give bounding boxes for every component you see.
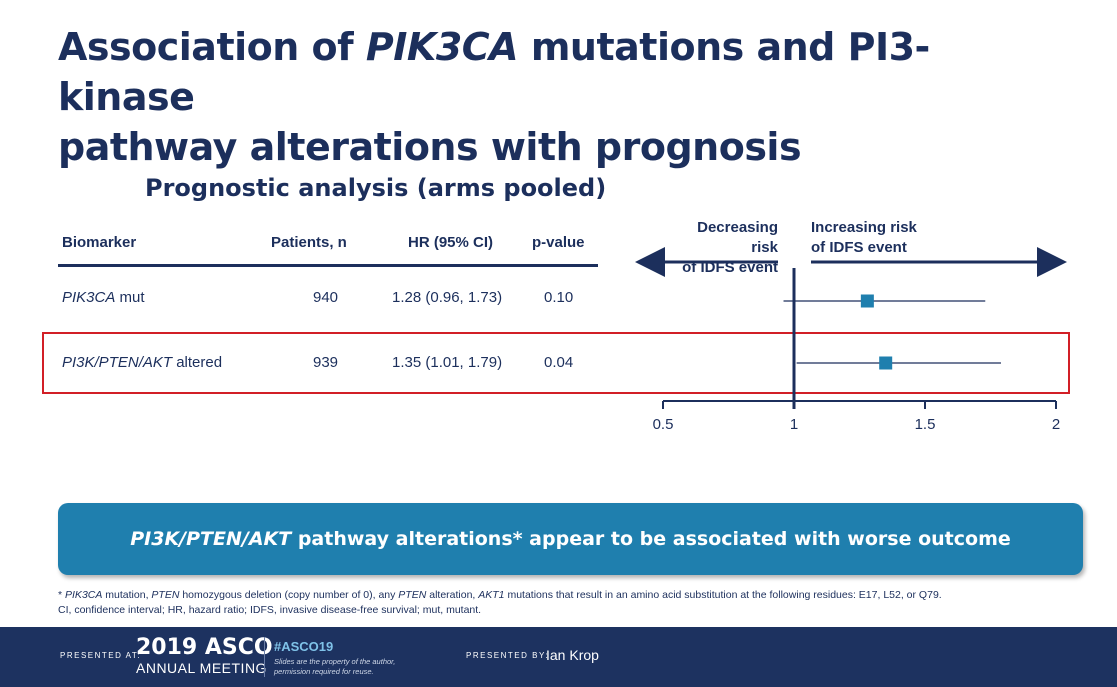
footnote: * PIK3CA mutation, PTEN homozygous delet…: [58, 588, 1088, 618]
footnote-segment: homozygous deletion (copy number of 0), …: [179, 589, 399, 601]
row-1-hr: 1.28 (0.96, 1.73): [392, 289, 503, 306]
x-tick-label: 0.5: [653, 416, 674, 433]
header-divider: [58, 264, 598, 267]
forest-marks: [783, 294, 1001, 370]
row-1-biomarker: PIK3CA mut: [62, 289, 145, 306]
row-1-pvalue: 0.10: [544, 289, 574, 306]
footer-divider: [264, 637, 265, 677]
footer-bar: PRESENTED AT: 2019 ASCO ANNUAL MEETING #…: [0, 627, 1117, 687]
header-pvalue: p-value: [532, 234, 585, 251]
presented-by-label: PRESENTED BY:: [466, 651, 550, 660]
increasing-risk-line-1: Increasing risk: [811, 219, 917, 236]
decreasing-risk-line-1: Decreasing risk: [697, 219, 778, 256]
footnote-line-2: CI, confidence interval; HR, hazard rati…: [58, 604, 482, 616]
footnote-segment: AKT1: [478, 589, 505, 601]
row-1-patients: 940: [313, 289, 339, 306]
hazard-ratio-point: [879, 356, 893, 370]
conclusion-banner: PI3K/PTEN/AKT pathway alterations* appea…: [58, 503, 1083, 575]
asco-logo-subtitle: ANNUAL MEETING: [136, 660, 267, 676]
footnote-segment: *: [58, 589, 66, 601]
footnote-segment: PTEN: [151, 589, 180, 601]
asco-hashtag: #ASCO19: [274, 639, 334, 654]
row-2-hr: 1.35 (1.01, 1.79): [392, 354, 503, 371]
forest-axis: 0.5 1 1.5 2: [653, 268, 1060, 433]
analysis-subtitle: Prognostic analysis (arms pooled): [145, 174, 607, 202]
title-line-1: Association of PIK3CA mutations and PI3-…: [58, 25, 930, 119]
conclusion-text: PI3K/PTEN/AKT pathway alterations* appea…: [130, 528, 1011, 550]
footnote-line-1: * PIK3CA mutation, PTEN homozygous delet…: [58, 588, 1088, 603]
footnote-segment: mutations that result in an amino acid s…: [504, 589, 942, 601]
highlight-box: [42, 332, 1070, 394]
reuse-note: Slides are the property of the author, p…: [274, 657, 396, 676]
asco-logo-year: 2019 ASCO: [136, 635, 273, 660]
title-line-2: pathway alterations with prognosis: [58, 125, 802, 169]
presented-at-label: PRESENTED AT:: [60, 651, 142, 660]
row-2-pvalue: 0.04: [544, 354, 574, 371]
footnote-segment: mutation,: [102, 589, 152, 601]
slide-title: Association of PIK3CA mutations and PI3-…: [58, 22, 1058, 172]
increasing-risk-line-2: of IDFS event: [811, 239, 907, 256]
footnote-segment: PIK3CA: [65, 589, 103, 601]
increasing-risk-label: Increasing risk of IDFS event: [811, 218, 917, 258]
header-patients: Patients, n: [271, 234, 347, 251]
x-tick-label: 1: [790, 416, 798, 433]
hazard-ratio-point: [860, 294, 874, 308]
presenter-name: Ian Krop: [546, 647, 599, 663]
x-tick-label: 1.5: [915, 416, 936, 433]
header-biomarker: Biomarker: [62, 234, 137, 251]
row-2-patients: 939: [313, 354, 339, 371]
x-tick-label: 2: [1052, 416, 1060, 433]
row-2-biomarker: PI3K/PTEN/AKT altered: [62, 354, 223, 371]
footnote-segment: alteration,: [426, 589, 479, 601]
footnote-segment: PTEN: [398, 589, 427, 601]
header-hr: HR (95% CI): [408, 234, 494, 251]
